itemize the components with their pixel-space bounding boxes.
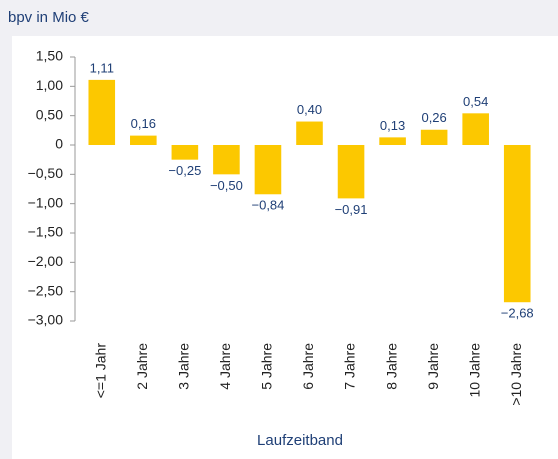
data-label: 0,26 xyxy=(421,110,446,125)
data-label: −0,91 xyxy=(335,202,368,217)
y-tick-label: −2,50 xyxy=(28,282,64,298)
x-tick-label: 3 Jahre xyxy=(176,343,192,390)
data-label: −0,25 xyxy=(168,163,201,178)
x-tick-label: 9 Jahre xyxy=(425,343,441,390)
bar xyxy=(171,145,199,160)
y-tick-label: −2,00 xyxy=(28,253,64,269)
bar xyxy=(213,145,240,175)
data-label: 0,54 xyxy=(463,94,488,109)
x-tick-label: 10 Jahre xyxy=(466,343,482,398)
x-tick-label: >10 Jahre xyxy=(508,343,524,406)
bar xyxy=(379,137,406,145)
bar xyxy=(88,79,116,145)
data-label: 0,16 xyxy=(131,116,156,131)
y-tick-label: 0,50 xyxy=(36,106,63,122)
y-tick-label: −1,00 xyxy=(28,194,64,210)
x-tick-label: 6 Jahre xyxy=(300,343,316,390)
bar xyxy=(420,129,448,145)
bar xyxy=(130,135,157,145)
x-tick-label: 2 Jahre xyxy=(134,343,150,390)
y-tick-label: 1,50 xyxy=(36,48,63,64)
data-label: 0,13 xyxy=(380,118,405,133)
y-tick-label: 0 xyxy=(55,136,63,152)
y-tick-label: −3,00 xyxy=(28,312,64,328)
bar xyxy=(337,145,365,199)
x-tick-label: 8 Jahre xyxy=(383,343,399,390)
y-tick-label: −1,50 xyxy=(28,224,64,240)
data-label: 0,40 xyxy=(297,102,322,117)
data-label: −0,84 xyxy=(252,198,285,213)
bar xyxy=(503,145,531,303)
chart-title: bpv in Mio € xyxy=(8,9,90,26)
x-axis-label: Laufzeitband xyxy=(257,432,343,449)
data-label: −0,50 xyxy=(210,178,243,193)
x-tick-label: <=1 Jahr xyxy=(92,343,108,399)
x-tick-label: 5 Jahre xyxy=(259,343,275,390)
x-tick-label: 4 Jahre xyxy=(217,343,233,390)
data-label: 1,11 xyxy=(90,60,114,75)
bar xyxy=(296,121,323,145)
bar xyxy=(254,145,282,195)
data-label: −2,68 xyxy=(501,306,534,321)
y-tick-label: −0,50 xyxy=(28,165,64,181)
y-tick-label: 1,00 xyxy=(36,77,63,93)
x-tick-label: 7 Jahre xyxy=(342,343,358,390)
bar xyxy=(462,113,489,145)
